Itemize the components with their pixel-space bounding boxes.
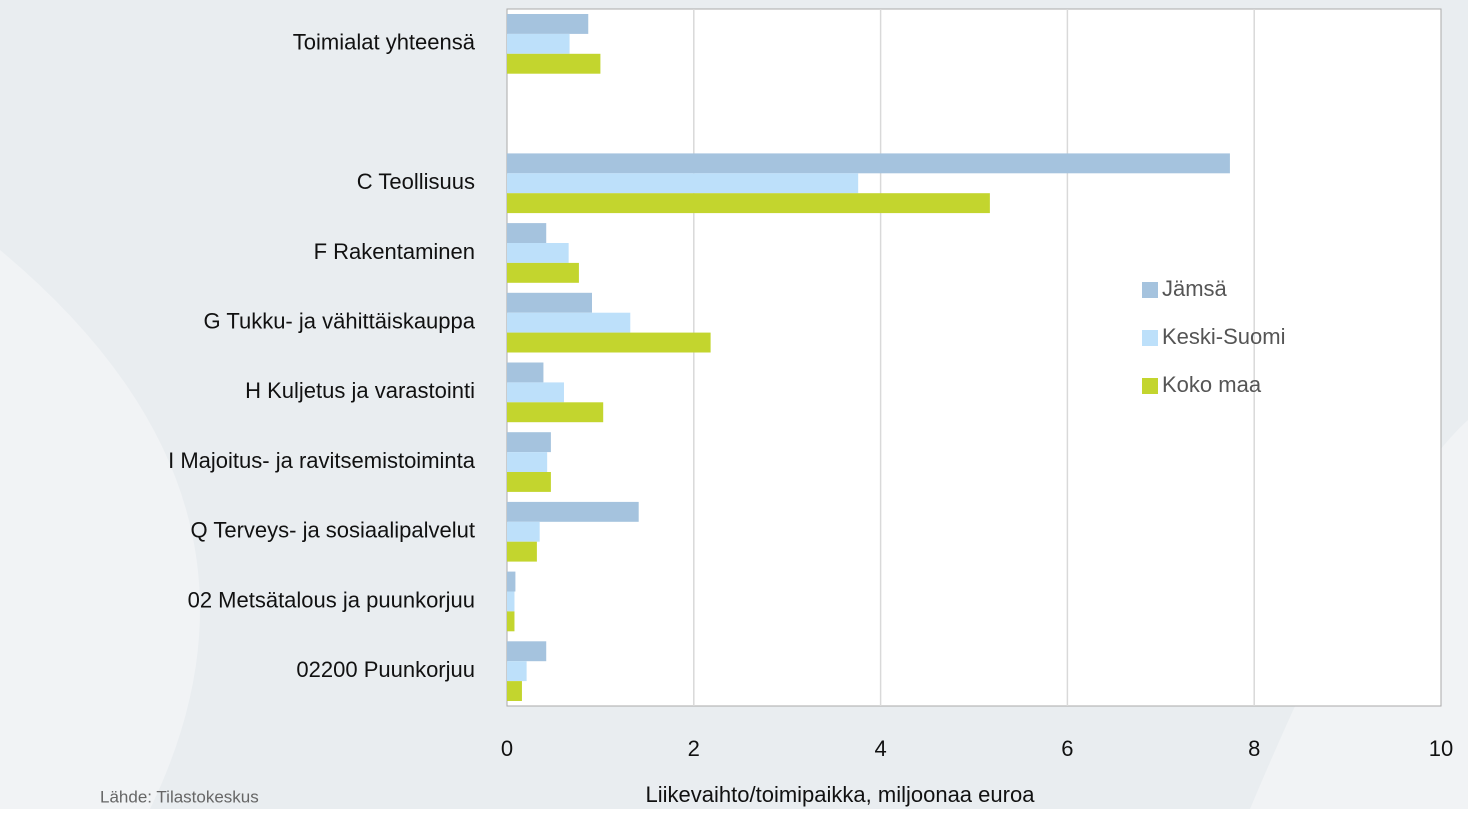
legend-label: Keski-Suomi bbox=[1162, 324, 1285, 349]
bar bbox=[507, 432, 551, 453]
bar bbox=[507, 452, 548, 472]
bar bbox=[507, 641, 547, 662]
bar bbox=[507, 591, 515, 612]
y-tick-label: 02200 Puunkorjuu bbox=[296, 657, 475, 682]
bar bbox=[507, 661, 527, 682]
bar bbox=[507, 14, 589, 34]
bar bbox=[507, 472, 551, 492]
legend-swatch bbox=[1142, 330, 1158, 346]
legend-label: Koko maa bbox=[1162, 372, 1262, 397]
bar bbox=[507, 362, 544, 383]
x-tick-label: 8 bbox=[1248, 736, 1260, 761]
source: Lähde: Tilastokeskus bbox=[100, 787, 259, 806]
y-tick-label: Toimialat yhteensä bbox=[293, 30, 476, 55]
bar bbox=[507, 332, 711, 353]
x-tick-label: 6 bbox=[1061, 736, 1073, 761]
bar bbox=[507, 262, 579, 283]
y-tick-label: G Tukku- ja vähittäiskauppa bbox=[204, 308, 476, 333]
y-tick-label: I Majoitus- ja ravitsemistoiminta bbox=[168, 448, 476, 473]
x-axis-label: Liikevaihto/toimipaikka, miljoonaa euroa bbox=[646, 782, 1036, 807]
bar bbox=[507, 153, 1230, 174]
bar bbox=[507, 571, 516, 592]
bar bbox=[507, 402, 604, 423]
x-tick-label: 2 bbox=[688, 736, 700, 761]
bar bbox=[507, 312, 631, 333]
bar bbox=[507, 382, 564, 403]
bar bbox=[507, 521, 540, 542]
bar bbox=[507, 173, 859, 194]
bar bbox=[507, 193, 990, 214]
legend-label: Jämsä bbox=[1162, 276, 1228, 301]
x-tick-label: 4 bbox=[874, 736, 886, 761]
bar bbox=[507, 243, 569, 263]
bar bbox=[507, 541, 537, 562]
decoration bbox=[0, 250, 200, 809]
y-tick-label: Q Terveys- ja sosiaalipalvelut bbox=[191, 518, 476, 543]
y-tick-label: C Teollisuus bbox=[357, 169, 475, 194]
x-tick-label: 10 bbox=[1429, 736, 1453, 761]
y-tick-label: F Rakentaminen bbox=[314, 239, 475, 264]
bar bbox=[507, 53, 601, 74]
y-tick-label: 02 Metsätalous ja puunkorjuu bbox=[188, 587, 475, 612]
y-tick-label: H Kuljetus ja varastointi bbox=[245, 378, 475, 403]
legend-swatch bbox=[1142, 378, 1158, 394]
plot-area bbox=[506, 8, 1442, 707]
bar bbox=[507, 681, 522, 701]
bar bbox=[507, 501, 639, 522]
legend-swatch bbox=[1142, 282, 1158, 298]
x-tick-label: 0 bbox=[501, 736, 513, 761]
bar bbox=[507, 611, 515, 632]
bar bbox=[507, 292, 592, 313]
bar bbox=[507, 33, 570, 54]
bar bbox=[507, 223, 547, 243]
